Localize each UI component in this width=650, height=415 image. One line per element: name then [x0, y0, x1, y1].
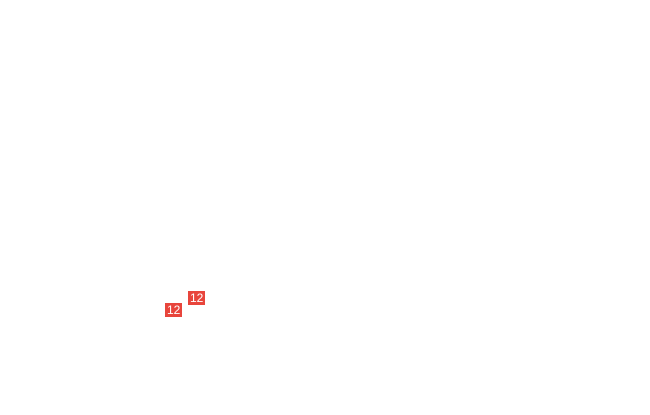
count-badge: 12	[188, 291, 206, 305]
count-badge: 12	[165, 303, 183, 317]
